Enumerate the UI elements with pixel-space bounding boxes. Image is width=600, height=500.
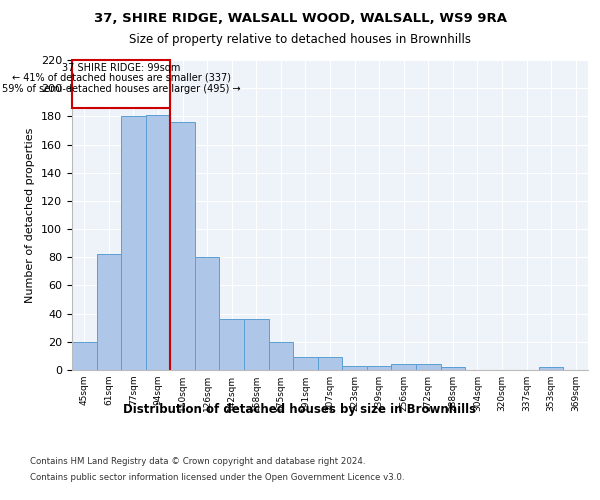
- Bar: [146, 115, 170, 370]
- Bar: [244, 320, 269, 370]
- Bar: [195, 258, 220, 370]
- Text: Contains HM Land Registry data © Crown copyright and database right 2024.: Contains HM Land Registry data © Crown c…: [30, 458, 365, 466]
- Text: Size of property relative to detached houses in Brownhills: Size of property relative to detached ho…: [129, 32, 471, 46]
- Bar: [121, 116, 146, 370]
- Text: 37, SHIRE RIDGE, WALSALL WOOD, WALSALL, WS9 9RA: 37, SHIRE RIDGE, WALSALL WOOD, WALSALL, …: [94, 12, 506, 26]
- Text: ← 41% of detached houses are smaller (337): ← 41% of detached houses are smaller (33…: [11, 72, 230, 83]
- Bar: [539, 367, 563, 370]
- Text: Contains public sector information licensed under the Open Government Licence v3: Contains public sector information licen…: [30, 472, 404, 482]
- Text: Distribution of detached houses by size in Brownhills: Distribution of detached houses by size …: [124, 402, 476, 415]
- Bar: [318, 358, 342, 370]
- Text: 37 SHIRE RIDGE: 99sqm: 37 SHIRE RIDGE: 99sqm: [62, 63, 181, 73]
- FancyBboxPatch shape: [72, 60, 170, 108]
- Bar: [416, 364, 440, 370]
- Bar: [220, 320, 244, 370]
- Bar: [367, 366, 391, 370]
- Bar: [342, 366, 367, 370]
- Bar: [293, 358, 318, 370]
- Bar: [269, 342, 293, 370]
- Bar: [170, 122, 195, 370]
- Bar: [391, 364, 416, 370]
- Bar: [440, 367, 465, 370]
- Text: 59% of semi-detached houses are larger (495) →: 59% of semi-detached houses are larger (…: [2, 84, 241, 94]
- Bar: [97, 254, 121, 370]
- Y-axis label: Number of detached properties: Number of detached properties: [25, 128, 35, 302]
- Bar: [72, 342, 97, 370]
